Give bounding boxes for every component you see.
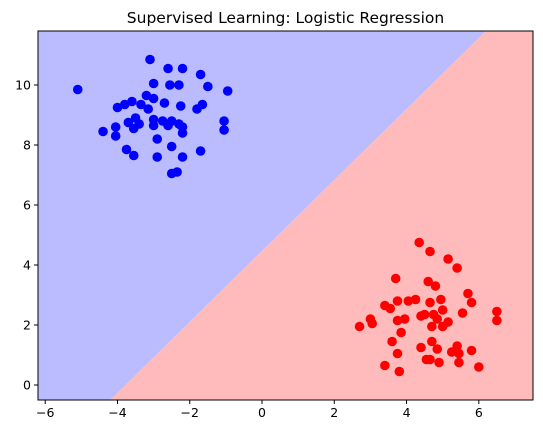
scatter-point-1-7	[463, 288, 473, 299]
scatter-point-1-0	[414, 237, 424, 248]
scatter-point-1-8	[410, 294, 421, 305]
scatter-point-1-27	[367, 318, 378, 329]
scatter-point-0-42	[166, 141, 177, 152]
scatter-point-1-48	[474, 362, 484, 372]
scatter-point-0-38	[152, 134, 163, 144]
scatter-point-0-29	[98, 126, 108, 137]
scatter-point-1-1	[425, 246, 435, 257]
scatter-point-0-3	[177, 63, 188, 74]
scatter-point-0-15	[136, 99, 146, 110]
scatter-point-1-44	[434, 357, 444, 368]
x-tick-label: −4	[108, 405, 126, 420]
region-lower-right	[110, 31, 533, 400]
chart-title: Supervised Learning: Logistic Regression	[127, 9, 444, 27]
scatter-point-0-31	[128, 123, 139, 134]
x-tick-label: −6	[36, 405, 54, 420]
scatter-point-1-29	[492, 315, 502, 326]
scatter-point-1-2	[443, 254, 453, 264]
scatter-point-0-14	[112, 102, 123, 113]
x-tick-label: 6	[475, 405, 483, 420]
scatter-point-0-37	[110, 131, 121, 141]
scatter-point-1-30	[427, 321, 437, 332]
scatter-point-0-36	[219, 125, 229, 135]
scatter-point-0-2	[163, 63, 173, 74]
scatter-point-1-28	[354, 321, 365, 332]
scatter-point-1-33	[387, 336, 397, 347]
scatter-point-0-1	[145, 54, 155, 65]
scatter-point-0-12	[127, 96, 137, 107]
scatter-point-0-34	[177, 128, 188, 138]
scatter-point-0-46	[166, 168, 177, 179]
scatter-point-0-0	[72, 84, 83, 95]
scatter-point-1-12	[425, 297, 435, 308]
scatter-point-0-19	[143, 104, 154, 114]
scatter-point-1-4	[390, 273, 401, 284]
scatter-point-1-25	[399, 314, 410, 324]
scatter-point-0-40	[128, 150, 139, 161]
scatter-point-1-41	[392, 348, 403, 359]
scatter-point-0-28	[110, 122, 121, 132]
scatter-point-0-10	[141, 90, 152, 101]
scatter-point-1-43	[425, 354, 435, 365]
scatter-point-1-19	[457, 308, 468, 318]
scatter-point-1-32	[396, 327, 406, 338]
scatter-point-0-44	[177, 152, 188, 162]
scatter-point-0-20	[192, 104, 202, 114]
scatter-point-1-45	[454, 357, 464, 368]
scatter-point-1-21	[416, 311, 426, 321]
x-tick-label: 0	[258, 405, 266, 420]
scatter-point-0-11	[148, 93, 159, 104]
scatter-point-1-46	[380, 360, 390, 371]
scatter-point-1-47	[394, 366, 405, 377]
scatter-point-1-18	[437, 305, 448, 315]
scatter-point-1-31	[437, 321, 448, 332]
scatter-point-1-22	[432, 314, 443, 324]
x-tick-label: −2	[181, 405, 199, 420]
scatter-point-1-40	[466, 345, 477, 356]
scatter-point-1-34	[427, 336, 437, 347]
y-tick-label: 6	[23, 198, 31, 213]
scatter-point-0-16	[159, 98, 170, 108]
x-tick-label: 2	[330, 405, 338, 420]
scatter-point-0-18	[175, 101, 186, 111]
scatter-point-1-20	[492, 306, 502, 317]
scatter-point-0-35	[219, 116, 229, 126]
scatter-point-0-9	[222, 86, 233, 96]
scatter-point-0-5	[148, 78, 159, 89]
scatter-point-1-39	[454, 348, 464, 359]
x-tick-label: 4	[403, 405, 411, 420]
scatter-point-0-8	[203, 81, 213, 92]
scatter-point-1-10	[392, 296, 403, 306]
scatter-point-0-39	[121, 144, 132, 155]
scatter-point-0-43	[195, 146, 206, 156]
scatter-point-1-35	[416, 342, 426, 353]
scatter-point-1-38	[446, 347, 457, 357]
y-tick-label: 8	[23, 138, 31, 153]
scatter-point-0-32	[163, 120, 173, 131]
scatter-point-0-7	[174, 80, 184, 90]
scatter-point-0-4	[195, 69, 206, 80]
scatter-point-0-30	[148, 120, 159, 131]
scatter-point-1-3	[452, 263, 462, 273]
scatter-point-1-24	[392, 315, 403, 326]
scatter-point-0-6	[165, 80, 175, 90]
scatter-point-1-14	[466, 297, 477, 308]
y-tick-label: 10	[15, 78, 31, 93]
scatter-point-1-13	[436, 294, 446, 305]
y-tick-label: 4	[23, 258, 31, 273]
y-tick-label: 0	[23, 378, 31, 393]
scatter-point-1-5	[423, 276, 434, 287]
plot-frame	[37, 30, 534, 401]
scatter-point-0-41	[152, 152, 163, 162]
scatter-point-1-6	[430, 281, 441, 291]
scatter-point-0-13	[119, 99, 130, 110]
scatter-point-1-15	[385, 303, 396, 314]
y-tick-label: 2	[23, 318, 31, 333]
scatter-point-1-11	[403, 296, 414, 306]
scatter-point-1-37	[432, 344, 443, 354]
